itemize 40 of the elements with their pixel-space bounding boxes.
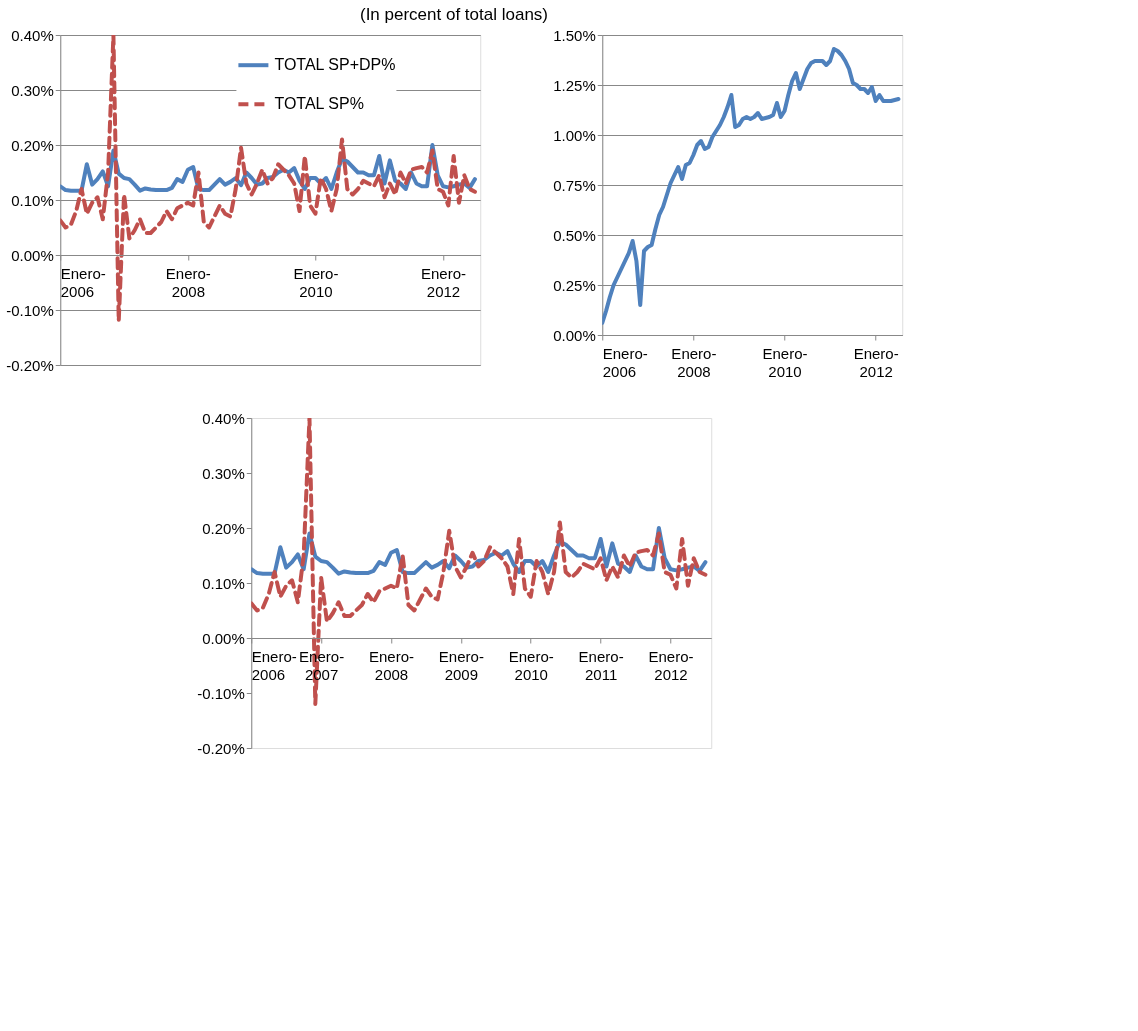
x-tick-label: Enero-2011 (578, 647, 624, 683)
y-tick-label: 1.00% (553, 126, 596, 144)
x-tick-label: Enero-2008 (368, 647, 415, 683)
y-tick-label: 1.25% (553, 76, 596, 94)
y-tick-label: 0.20% (202, 519, 245, 537)
y-tick-label: -0.20% (6, 356, 54, 374)
x-tick-label: Enero-2012 (421, 264, 467, 300)
x-tick-label: Enero-2010 (293, 264, 339, 300)
y-tick-label: 0.00% (202, 629, 245, 647)
y-tick-label: 0.40% (11, 26, 54, 44)
chart-title: (In percent of total loans) (359, 4, 549, 24)
x-tick-label: Enero-2012 (853, 344, 899, 380)
x-tick-label: Enero-2009 (438, 647, 484, 683)
line-series (60, 35, 477, 323)
y-tick-label: 0.50% (553, 226, 596, 244)
x-tick-label: Enero-2008 (671, 344, 717, 380)
x-tick-label: Enero-2012 (648, 647, 694, 683)
y-tick-label: 0.25% (553, 276, 596, 294)
y-tick-label: 0.40% (202, 409, 245, 427)
y-tick-label: 0.30% (202, 464, 245, 482)
legend-label: TOTAL SP% (274, 95, 364, 113)
x-tick-label: Enero-2006 (60, 264, 106, 300)
y-tick-label: -0.10% (197, 684, 245, 702)
x-tick-label: Enero-2010 (762, 344, 808, 380)
y-tick-label: -0.20% (197, 739, 245, 757)
y-tick-label: 0.30% (11, 81, 54, 99)
y-tick-label: 0.10% (202, 574, 245, 592)
x-tick-label: Enero-2006 (251, 647, 297, 683)
y-tick-label: 0.00% (11, 246, 54, 264)
y-tick-label: 0.00% (553, 326, 596, 344)
y-tick-label: 0.10% (11, 191, 54, 209)
x-tick-label: Enero-2008 (165, 264, 211, 300)
y-tick-label: 0.75% (553, 176, 596, 194)
legend-label: TOTAL SP+DP% (274, 56, 396, 74)
y-tick-label: 0.20% (11, 136, 54, 154)
x-tick-label: Enero-2006 (602, 344, 648, 380)
x-tick-label: Enero-2010 (508, 647, 554, 683)
line-series (251, 418, 708, 706)
y-tick-label: -0.10% (6, 301, 54, 319)
y-tick-label: 1.50% (553, 26, 596, 44)
